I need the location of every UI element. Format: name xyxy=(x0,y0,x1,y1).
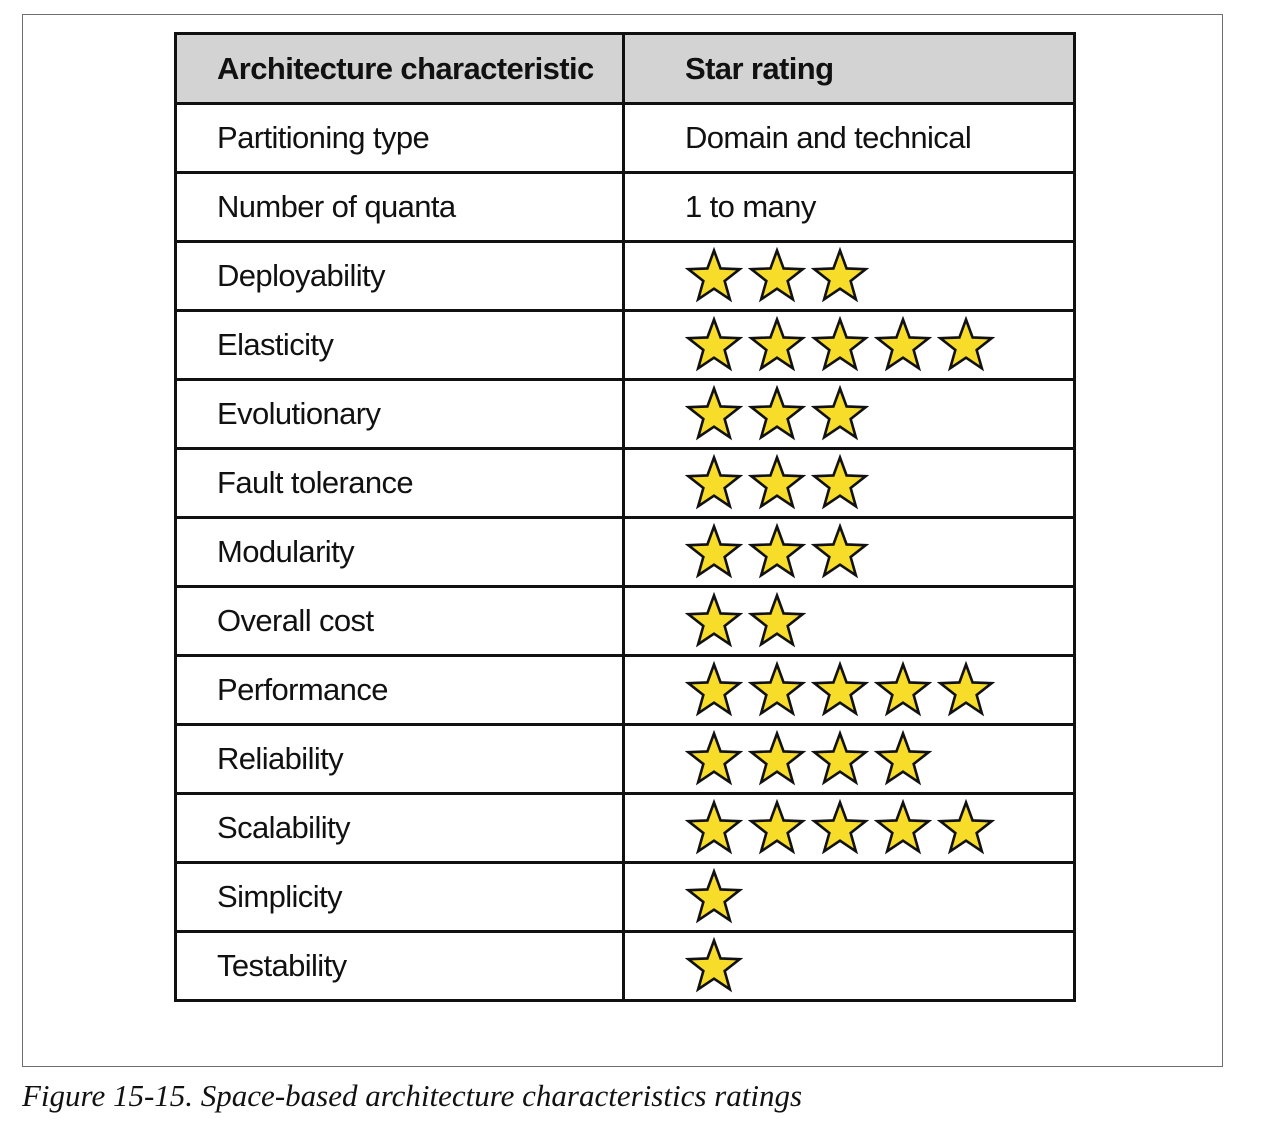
rating-cell xyxy=(622,930,1076,1002)
header-row: Architecture characteristic Star rating xyxy=(174,32,1076,105)
star-rating xyxy=(685,316,1073,374)
figure-frame xyxy=(22,14,1223,1067)
rating-cell: Domain and technical xyxy=(622,102,1076,174)
characteristic-cell: Number of quanta xyxy=(174,171,625,243)
star-icon xyxy=(811,316,869,372)
characteristic-cell: Performance xyxy=(174,654,625,726)
star-icon xyxy=(937,799,995,855)
star-icon xyxy=(685,523,743,579)
star-icon xyxy=(811,454,869,510)
star-icon xyxy=(685,247,743,303)
star-icon xyxy=(748,592,806,648)
star-icon xyxy=(685,592,743,648)
rating-cell xyxy=(622,309,1076,381)
star-icon xyxy=(811,247,869,303)
star-icon xyxy=(811,661,869,717)
star-icon xyxy=(874,730,932,786)
star-icon xyxy=(748,316,806,372)
star-icon xyxy=(685,454,743,510)
star-icon xyxy=(811,523,869,579)
star-rating xyxy=(685,592,1073,650)
characteristic-column-header: Architecture characteristic xyxy=(174,32,625,105)
star-icon xyxy=(685,316,743,372)
star-icon xyxy=(811,799,869,855)
characteristic-cell: Overall cost xyxy=(174,585,625,657)
star-rating xyxy=(685,247,1073,305)
table-row: Number of quanta 1 to many xyxy=(174,171,1076,243)
rating-cell xyxy=(622,654,1076,726)
table-row: Modularity xyxy=(174,516,1076,588)
star-icon xyxy=(874,316,932,372)
table-row: Evolutionary xyxy=(174,378,1076,450)
rating-cell xyxy=(622,792,1076,864)
star-icon xyxy=(685,661,743,717)
star-icon xyxy=(685,868,743,924)
ratings-table: Architecture characteristic Star rating … xyxy=(174,32,1076,1002)
rating-column-header: Star rating xyxy=(622,32,1076,105)
star-icon xyxy=(748,730,806,786)
star-rating xyxy=(685,454,1073,512)
table-row: Scalability xyxy=(174,792,1076,864)
characteristic-cell: Fault tolerance xyxy=(174,447,625,519)
star-rating xyxy=(685,730,1073,788)
star-icon xyxy=(937,316,995,372)
rating-cell xyxy=(622,585,1076,657)
table-row: Reliability xyxy=(174,723,1076,795)
characteristic-cell: Modularity xyxy=(174,516,625,588)
rating-cell xyxy=(622,861,1076,933)
table-row: Simplicity xyxy=(174,861,1076,933)
characteristic-cell: Testability xyxy=(174,930,625,1002)
star-icon xyxy=(685,385,743,441)
rating-cell: 1 to many xyxy=(622,171,1076,243)
characteristic-cell: Scalability xyxy=(174,792,625,864)
characteristic-cell: Elasticity xyxy=(174,309,625,381)
star-rating xyxy=(685,523,1073,581)
star-icon xyxy=(748,661,806,717)
rating-cell xyxy=(622,723,1076,795)
star-rating xyxy=(685,661,1073,719)
star-icon xyxy=(748,247,806,303)
characteristic-cell: Reliability xyxy=(174,723,625,795)
star-icon xyxy=(937,661,995,717)
rating-cell xyxy=(622,516,1076,588)
star-rating xyxy=(685,799,1073,857)
figure-caption: Figure 15-15. Space-based architecture c… xyxy=(22,1078,803,1113)
ratings-body: Partitioning type Domain and technical Num… xyxy=(174,102,1076,1002)
star-rating xyxy=(685,868,1073,926)
star-rating xyxy=(685,937,1073,995)
table-row: Partitioning type Domain and technical xyxy=(174,102,1076,174)
star-icon xyxy=(748,385,806,441)
characteristic-cell: Deployability xyxy=(174,240,625,312)
table-row: Elasticity xyxy=(174,309,1076,381)
table-row: Overall cost xyxy=(174,585,1076,657)
star-icon xyxy=(748,523,806,579)
rating-cell xyxy=(622,240,1076,312)
rating-cell xyxy=(622,378,1076,450)
table-row: Fault tolerance xyxy=(174,447,1076,519)
table-row: Performance xyxy=(174,654,1076,726)
table-row: Deployability xyxy=(174,240,1076,312)
star-icon xyxy=(874,799,932,855)
star-icon xyxy=(811,385,869,441)
star-rating xyxy=(685,385,1073,443)
star-icon xyxy=(874,661,932,717)
characteristic-cell: Evolutionary xyxy=(174,378,625,450)
rating-cell xyxy=(622,447,1076,519)
characteristic-cell: Simplicity xyxy=(174,861,625,933)
star-icon xyxy=(685,937,743,993)
star-icon xyxy=(685,799,743,855)
characteristic-cell: Partitioning type xyxy=(174,102,625,174)
star-icon xyxy=(748,799,806,855)
star-icon xyxy=(685,730,743,786)
star-icon xyxy=(811,730,869,786)
table-row: Testability xyxy=(174,930,1076,1002)
star-icon xyxy=(748,454,806,510)
